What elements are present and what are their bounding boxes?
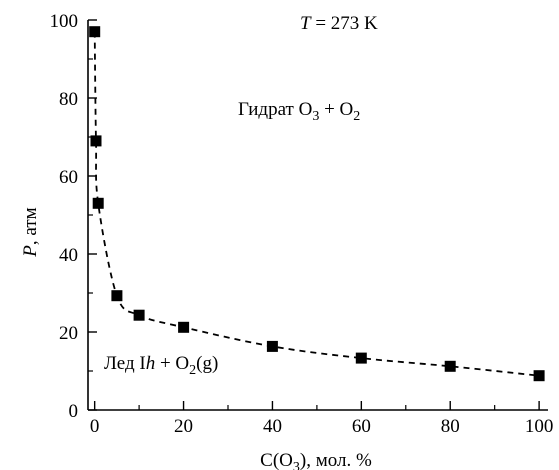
y-tick-label: 20 <box>59 323 78 344</box>
x-tick-label: 40 <box>263 416 282 437</box>
data-point <box>266 340 278 352</box>
axes <box>87 20 548 411</box>
y-tick-label: 0 <box>69 401 79 422</box>
data-point <box>444 360 456 372</box>
data-point <box>178 321 190 333</box>
data-point <box>133 309 145 321</box>
data-point <box>90 135 102 147</box>
data-point <box>92 197 104 209</box>
y-tick-label: 100 <box>50 11 79 32</box>
y-axis-label: P, атм <box>20 207 41 257</box>
data-point <box>533 370 545 382</box>
data-point <box>89 26 101 38</box>
dashed-fit-line <box>93 31 540 377</box>
x-tick-label: 80 <box>441 416 460 437</box>
x-tick-label: 20 <box>174 416 193 437</box>
data-point <box>355 352 367 364</box>
x-tick-label: 100 <box>525 416 554 437</box>
y-tick-label: 40 <box>59 245 78 266</box>
x-tick-label: 60 <box>352 416 371 437</box>
data-point <box>111 290 123 302</box>
y-tick-label: 80 <box>59 89 78 110</box>
y-tick-label: 60 <box>59 167 78 188</box>
data-points <box>89 26 545 382</box>
temperature-label: T = 273 K <box>300 13 378 34</box>
ice-region-label: Лед Ih + O2(g) <box>104 353 218 378</box>
ticks: 0 20 40 60 80 100 0 20 40 60 80 100 <box>50 11 554 437</box>
hydrate-region-label: Гидрат O3 + O2 <box>238 99 360 124</box>
x-axis-label: C(O3), мол. % <box>260 450 372 470</box>
x-tick-label: 0 <box>90 416 100 437</box>
